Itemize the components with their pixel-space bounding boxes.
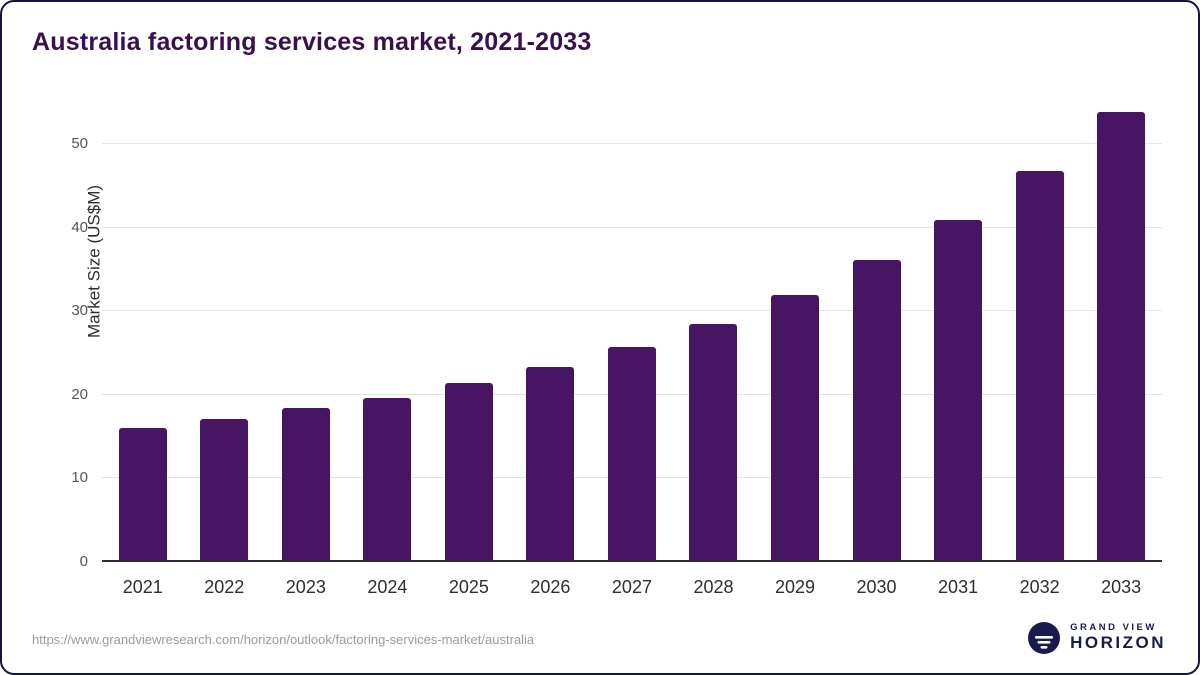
x-tick-label-2025: 2025	[448, 577, 489, 597]
bar-slot-2031	[917, 94, 999, 562]
bar-2027	[607, 347, 656, 562]
bar-slot-2032	[999, 94, 1081, 562]
x-tick-label-2024: 2024	[367, 577, 408, 597]
brand-name-bottom: HORIZON	[1070, 632, 1166, 652]
plot-area: 0 10 20 30 40 50 2021 2022 2023 2024 2025 2026 2027…	[71, 94, 1162, 597]
bar-2029	[771, 294, 820, 562]
bar-2022	[200, 419, 249, 562]
x-axis-line	[102, 560, 1162, 562]
bar-2021	[118, 428, 167, 562]
bar-2033	[1097, 112, 1146, 562]
bar-2028	[689, 323, 738, 562]
bar-slot-2025	[428, 94, 510, 562]
bar-2023	[281, 408, 330, 562]
chart-title: Australia factoring services market, 202…	[32, 28, 592, 56]
x-tick-label-2026: 2026	[530, 577, 571, 597]
gridline-50	[102, 143, 1162, 145]
bar-slot-2028	[673, 94, 755, 562]
x-tick-label-2028: 2028	[693, 577, 734, 597]
bar-slot-2027	[591, 94, 673, 562]
source-url: https://www.grandviewresearch.com/horizo…	[32, 632, 535, 647]
gridline-40	[102, 226, 1162, 228]
x-tick-label-2032: 2032	[1019, 577, 1060, 597]
bar-slot-2022	[184, 94, 266, 562]
x-tick-label-2021: 2021	[122, 577, 163, 597]
bar-slot-2033	[1080, 94, 1162, 562]
x-tick-label-2022: 2022	[204, 577, 245, 597]
y-tick-label-0: 0	[79, 553, 88, 570]
bar-2026	[526, 367, 575, 562]
bar-2030	[852, 260, 901, 562]
x-tick-label-2027: 2027	[611, 577, 652, 597]
brand-name-top: GRAND VIEW	[1070, 622, 1157, 634]
gridline-30	[102, 310, 1162, 312]
x-tick-label-2031: 2031	[938, 577, 979, 597]
bar-2031	[934, 220, 983, 562]
bar-2024	[363, 398, 412, 562]
bar-2032	[1015, 170, 1064, 562]
bar-slot-2024	[347, 94, 429, 562]
bars-layer	[102, 94, 1162, 562]
x-tick-label-2033: 2033	[1101, 577, 1142, 597]
x-tick-label-2029: 2029	[774, 577, 816, 597]
x-tick-label-2030: 2030	[856, 577, 897, 597]
y-tick-label-10: 10	[71, 469, 88, 487]
brand-logo: GRAND VIEW HORIZON	[1027, 621, 1166, 655]
bar-slot-2029	[754, 94, 836, 562]
y-tick-label-40: 40	[71, 218, 88, 236]
y-tick-label-20: 20	[71, 385, 88, 403]
brand-text: GRAND VIEW HORIZON	[1070, 622, 1166, 652]
bar-slot-2026	[510, 94, 592, 562]
x-tick-label-2023: 2023	[285, 577, 326, 597]
y-tick-label-50: 50	[71, 135, 88, 153]
bar-2025	[444, 383, 493, 562]
bar-slot-2023	[265, 94, 347, 562]
bar-slot-2030	[836, 94, 918, 562]
horizon-sun-icon	[1027, 621, 1061, 655]
y-tick-label-30: 30	[71, 302, 88, 320]
bar-slot-2021	[102, 94, 184, 562]
x-axis-labels: 2021 2022 2023 2024 2025 2026 2027 2028 2029 2030…	[102, 562, 1162, 598]
